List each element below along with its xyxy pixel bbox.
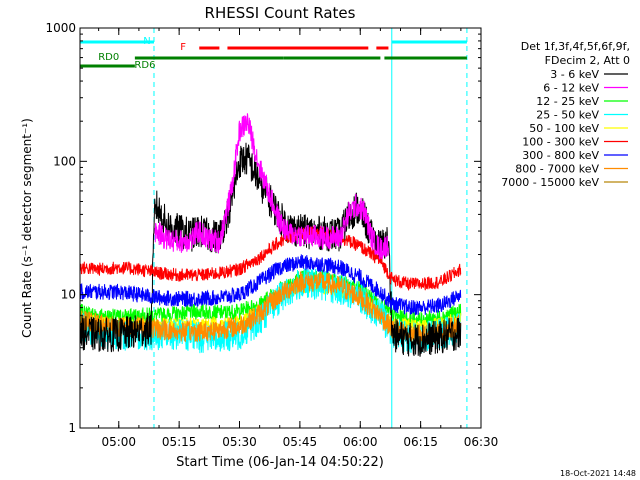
legend-label: 300 - 800 keV: [522, 149, 599, 162]
series-line-6-12keV: [154, 113, 389, 261]
y-tick-label: 10: [61, 288, 76, 302]
legend-label: 25 - 50 keV: [536, 109, 599, 122]
chart-title: RHESSI Count Rates: [205, 4, 356, 22]
flag-label-rd6: RD6: [134, 60, 155, 71]
y-tick-label: 1000: [45, 21, 76, 35]
legend-label: 3 - 6 keV: [550, 68, 599, 81]
series-layer: [80, 113, 462, 357]
legend-label: 7000 - 15000 keV: [501, 176, 599, 189]
y-tick-label: 1: [68, 421, 76, 435]
flag-label-rd0: RD0: [98, 52, 119, 63]
axes: 05:00 05:15 05:30 05:45 06:00 06:15 06:30 1 10 10…: [45, 21, 498, 449]
x-tick-label: 05:00: [101, 435, 136, 449]
y-axis-label: Count Rate (s⁻¹ detector segment⁻¹): [20, 118, 34, 338]
x-tick-label: 05:30: [222, 435, 257, 449]
legend-label: 50 - 100 keV: [529, 122, 599, 135]
x-tick-label: 06:30: [464, 435, 499, 449]
legend-label: 100 - 300 keV: [522, 136, 599, 149]
x-tick-label: 05:15: [162, 435, 197, 449]
flag-label-n: N: [143, 36, 150, 47]
x-tick-label: 05:45: [283, 435, 318, 449]
series-line-300-800keV: [80, 254, 462, 316]
flag-label-f: F: [180, 42, 186, 53]
y-tick-label: 100: [53, 154, 76, 168]
footer-date: 18-Oct-2021 14:48: [560, 469, 636, 478]
x-axis-label: Start Time (06-Jan-14 04:50:22): [176, 455, 384, 470]
legend-label: 12 - 25 keV: [536, 95, 599, 108]
legend: Det 1f,3f,4f,5f,6f,9f, FDecim 2, Att 0 3…: [501, 40, 630, 189]
status-flags: N F RD0 RD6: [80, 36, 467, 71]
legend-label: 800 - 7000 keV: [515, 163, 599, 176]
series-line-100-300keV: [80, 226, 462, 291]
legend-header-line1: Det 1f,3f,4f,5f,6f,9f,: [521, 40, 630, 53]
legend-header-line2: FDecim 2, Att 0: [545, 54, 630, 67]
plot-frame: [79, 27, 482, 429]
x-tick-label: 06:15: [403, 435, 438, 449]
x-tick-label: 06:00: [343, 435, 378, 449]
legend-label: 6 - 12 keV: [543, 82, 599, 95]
